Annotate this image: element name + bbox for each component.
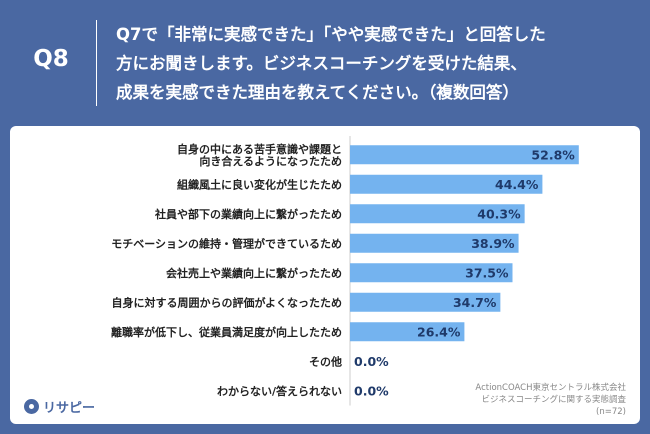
header: Q8 Q7で「非常に実感できた」「やや実感できた」と回答した 方にお聞きします。… xyxy=(0,0,650,122)
source-survey: ビジネスコーチングに関する実態調査 xyxy=(481,395,626,405)
bar-4 xyxy=(350,263,513,283)
source-sample-size: (n=72) xyxy=(596,407,626,417)
logo-mark-icon xyxy=(24,399,39,414)
category-label-6: 離職率が低下し、従業員満足度が向上したため xyxy=(111,325,342,339)
bar-chart: 52.8% 自身の中にある苦手意識や課題と向き合えるようになったため 44.4% 組織… xyxy=(111,136,579,406)
value-label-7: 0.0% xyxy=(354,354,389,369)
value-label-2: 40.3% xyxy=(477,206,521,221)
category-label-0: 自身の中にある苦手意識や課題と向き合えるようになったため xyxy=(177,142,342,168)
source-company: ActionCOACH東京セントラル株式会社 xyxy=(475,383,626,393)
bar-6 xyxy=(350,322,465,342)
value-label-4: 37.5% xyxy=(465,265,509,280)
bar-3 xyxy=(350,233,519,253)
bar-5 xyxy=(350,292,501,312)
value-label-5: 34.7% xyxy=(453,295,497,310)
bar-2 xyxy=(350,204,525,224)
value-label-8: 0.0% xyxy=(354,383,389,398)
question-text: Q7で「非常に実感できた」「やや実感できた」と回答した 方にお聞きします。ビジネ… xyxy=(116,20,636,107)
source-note: ActionCOACH東京セントラル株式会社 ビジネスコーチングに関する実態調査… xyxy=(475,382,626,418)
header-divider xyxy=(96,20,97,106)
chart-panel: 52.8% 自身の中にある苦手意識や課題と向き合えるようになったため 44.4% 組織… xyxy=(10,126,640,424)
question-line-3: 成果を実感できた理由を教えてください。（複数回答） xyxy=(116,83,519,102)
question-line-2: 方にお聞きします。ビジネスコーチングを受けた結果、 xyxy=(116,54,527,73)
bar-0 xyxy=(350,145,579,165)
category-label-3: モチベーションの維持・管理ができているため xyxy=(111,236,342,250)
question-line-1: Q7で「非常に実感できた」「やや実感できた」と回答した xyxy=(116,25,546,44)
value-label-6: 26.4% xyxy=(417,324,461,339)
category-label-2: 社員や部下の業績向上に繋がったため xyxy=(154,207,342,221)
category-label-4: 会社売上や業績向上に繋がったため xyxy=(166,266,342,280)
category-label-5: 自身に対する周囲からの評価がよくなったため xyxy=(112,295,342,309)
value-label-1: 44.4% xyxy=(495,177,539,192)
question-number: Q8 xyxy=(33,46,69,72)
value-label-3: 38.9% xyxy=(471,236,515,251)
category-label-8: わからない/答えられない xyxy=(217,384,342,398)
category-label-1: 組織風土に良い変化が生じたため xyxy=(177,177,342,191)
bar-1 xyxy=(350,174,543,194)
risapy-logo: リサピー xyxy=(24,397,95,416)
logo-text: リサピー xyxy=(43,401,96,416)
category-label-7: その他 xyxy=(309,354,342,368)
value-label-0: 52.8% xyxy=(531,147,575,162)
